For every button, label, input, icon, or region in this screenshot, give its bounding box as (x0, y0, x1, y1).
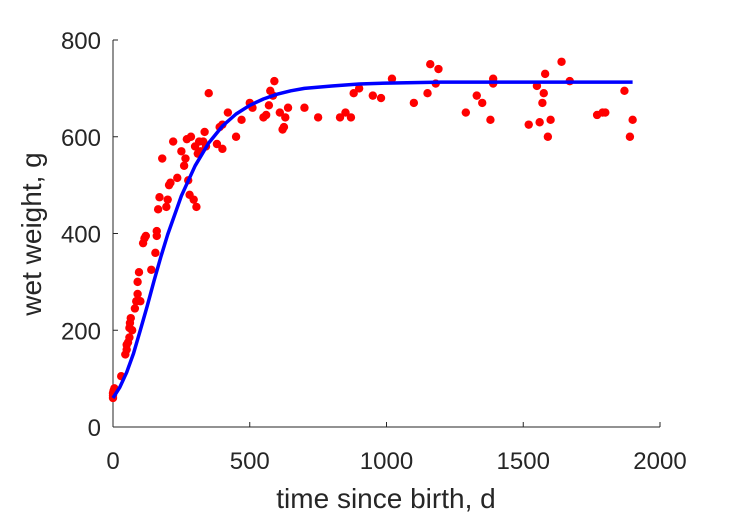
data-point (166, 178, 175, 187)
data-point (300, 103, 309, 112)
data-point (275, 108, 285, 117)
plot-area (108, 57, 637, 403)
data-point (486, 115, 495, 125)
data-point (133, 277, 142, 287)
data-point (181, 154, 190, 163)
data-point (127, 326, 137, 335)
data-point (125, 333, 134, 342)
data-point (177, 147, 186, 156)
data-point (186, 132, 196, 141)
data-point (130, 304, 140, 313)
data-point (472, 91, 481, 100)
data-point (601, 108, 610, 117)
data-point (204, 89, 213, 98)
data-point (346, 113, 356, 122)
data-point (261, 110, 271, 120)
data-point (426, 59, 435, 69)
data-point (179, 161, 189, 170)
data-point (423, 89, 432, 98)
data-point (538, 98, 547, 108)
data-point (231, 132, 241, 141)
data-point (335, 113, 345, 122)
data-point (270, 76, 279, 86)
data-point (354, 84, 364, 93)
data-point (532, 81, 542, 91)
data-point (264, 101, 274, 110)
data-point (168, 137, 178, 146)
data-point (152, 226, 161, 236)
x-tick-label: 500 (230, 448, 270, 475)
data-point (546, 115, 555, 125)
y-tick-label: 0 (88, 415, 101, 442)
y-axis-ticks: 0 200 400 600 800 (61, 28, 118, 442)
data-point (539, 89, 548, 98)
y-axis-title: wet weight, g (16, 152, 47, 316)
data-point (153, 205, 163, 214)
data-point (461, 108, 471, 117)
data-point (625, 132, 635, 141)
data-point (387, 74, 397, 83)
data-point (620, 86, 629, 95)
data-point (434, 64, 443, 74)
data-point (283, 103, 293, 112)
y-tick-label: 200 (61, 318, 101, 345)
x-tick-label: 1500 (497, 448, 550, 475)
data-point (313, 113, 323, 122)
data-point (126, 313, 135, 323)
data-point (151, 248, 160, 258)
data-point (279, 122, 289, 132)
x-tick-label: 1000 (360, 448, 413, 475)
y-tick-label: 600 (61, 125, 101, 152)
x-axis-ticks: 0 500 1000 1500 2000 (106, 422, 687, 475)
data-point (212, 139, 222, 149)
data-point (136, 297, 145, 306)
data-point (158, 154, 167, 163)
x-tick-label: 2000 (633, 448, 686, 475)
data-point (192, 202, 201, 212)
fit-curve-line (111, 80, 633, 399)
data-point (478, 98, 487, 108)
data-point (535, 118, 544, 127)
data-point (173, 173, 182, 183)
data-point (628, 115, 637, 125)
data-point (540, 69, 550, 79)
data-point (543, 132, 553, 141)
data-point (368, 91, 378, 100)
x-tick-label: 0 (106, 448, 119, 475)
data-point (341, 108, 350, 117)
data-point (141, 231, 151, 241)
data-point (376, 93, 386, 103)
data-point (557, 57, 566, 66)
data-point (134, 268, 144, 277)
data-point (223, 108, 233, 117)
y-tick-label: 400 (61, 222, 101, 249)
data-point (162, 202, 171, 212)
y-tick-label: 800 (61, 28, 101, 55)
data-point (133, 289, 142, 299)
data-point (409, 98, 419, 108)
data-point (524, 120, 533, 129)
data-point (218, 144, 227, 154)
x-axis-title: time since birth, d (276, 483, 495, 514)
data-point (189, 195, 198, 204)
data-point (281, 113, 290, 122)
data-point (349, 89, 358, 98)
data-point (200, 127, 209, 137)
data-point (147, 265, 156, 274)
data-point (163, 195, 172, 204)
data-point (237, 115, 246, 125)
data-point (155, 193, 164, 202)
